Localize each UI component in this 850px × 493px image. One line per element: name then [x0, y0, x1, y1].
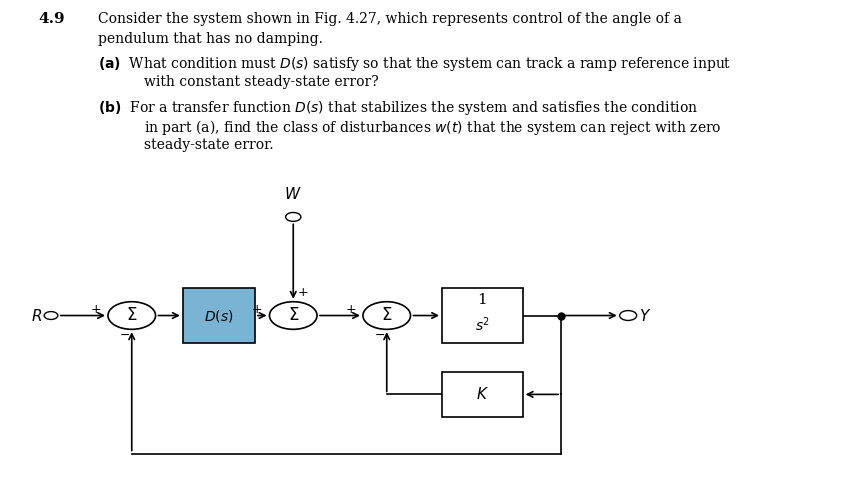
Text: $Y$: $Y$ [639, 308, 651, 323]
Text: $K$: $K$ [476, 387, 489, 402]
Text: steady-state error.: steady-state error. [144, 138, 274, 152]
Text: 4.9: 4.9 [38, 12, 65, 26]
Text: $W$: $W$ [285, 186, 302, 202]
Bar [442, 288, 523, 343]
Text: $\Sigma$: $\Sigma$ [287, 307, 299, 324]
Text: +: + [252, 304, 263, 317]
Text: $\mathbf{(a)}$  What condition must $D(s)$ satisfy so that the system can track : $\mathbf{(a)}$ What condition must $D(s)… [98, 55, 731, 73]
Text: $\Sigma$: $\Sigma$ [126, 307, 138, 324]
Bar [183, 288, 255, 343]
Text: +: + [345, 304, 356, 317]
Text: −: − [119, 329, 130, 342]
Text: 1: 1 [478, 293, 487, 307]
Text: $D(s)$: $D(s)$ [204, 308, 234, 323]
Bar [442, 372, 523, 417]
Text: Consider the system shown in Fig. 4.27, which represents control of the angle of: Consider the system shown in Fig. 4.27, … [98, 12, 682, 26]
Text: $\Sigma$: $\Sigma$ [381, 307, 393, 324]
Text: +: + [90, 304, 101, 317]
Text: −: − [374, 329, 385, 342]
Text: $\mathbf{(b)}$  For a transfer function $D(s)$ that stabilizes the system and sa: $\mathbf{(b)}$ For a transfer function $… [98, 99, 698, 117]
Text: +: + [298, 286, 309, 299]
Text: pendulum that has no damping.: pendulum that has no damping. [98, 32, 323, 46]
Text: $R$: $R$ [31, 308, 42, 323]
Text: with constant steady-state error?: with constant steady-state error? [144, 75, 379, 89]
Text: $s^2$: $s^2$ [475, 316, 490, 334]
Text: in part (a), find the class of disturbances $w(t)$ that the system can reject wi: in part (a), find the class of disturban… [144, 118, 722, 138]
